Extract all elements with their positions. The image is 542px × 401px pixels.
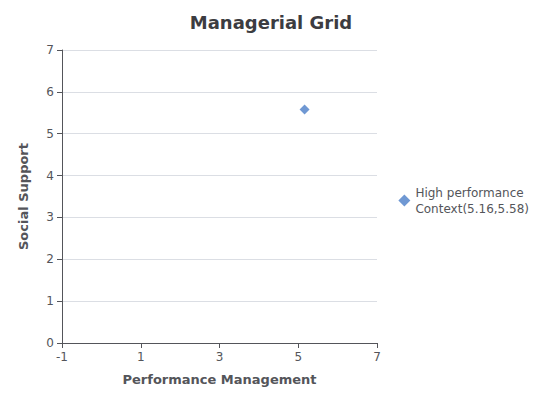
svg-text:-1: -1 — [56, 350, 68, 364]
svg-text:6: 6 — [46, 85, 54, 99]
svg-text:5: 5 — [46, 127, 54, 141]
svg-text:4: 4 — [46, 169, 54, 183]
svg-text:Performance Management: Performance Management — [122, 372, 316, 387]
svg-text:3: 3 — [46, 210, 54, 224]
svg-text:Managerial Grid: Managerial Grid — [190, 12, 352, 33]
svg-text:0: 0 — [46, 336, 54, 350]
svg-text:1: 1 — [137, 350, 145, 364]
svg-text:1: 1 — [46, 294, 54, 308]
svg-text:3: 3 — [216, 350, 224, 364]
svg-text:Context(5.16,5.58): Context(5.16,5.58) — [415, 202, 529, 216]
svg-text:7: 7 — [373, 350, 381, 364]
svg-text:2: 2 — [46, 252, 54, 266]
svg-text:5: 5 — [294, 350, 302, 364]
svg-text:High performance: High performance — [415, 186, 523, 200]
svg-text:Social Support: Social Support — [16, 143, 31, 250]
svg-text:7: 7 — [46, 43, 54, 57]
